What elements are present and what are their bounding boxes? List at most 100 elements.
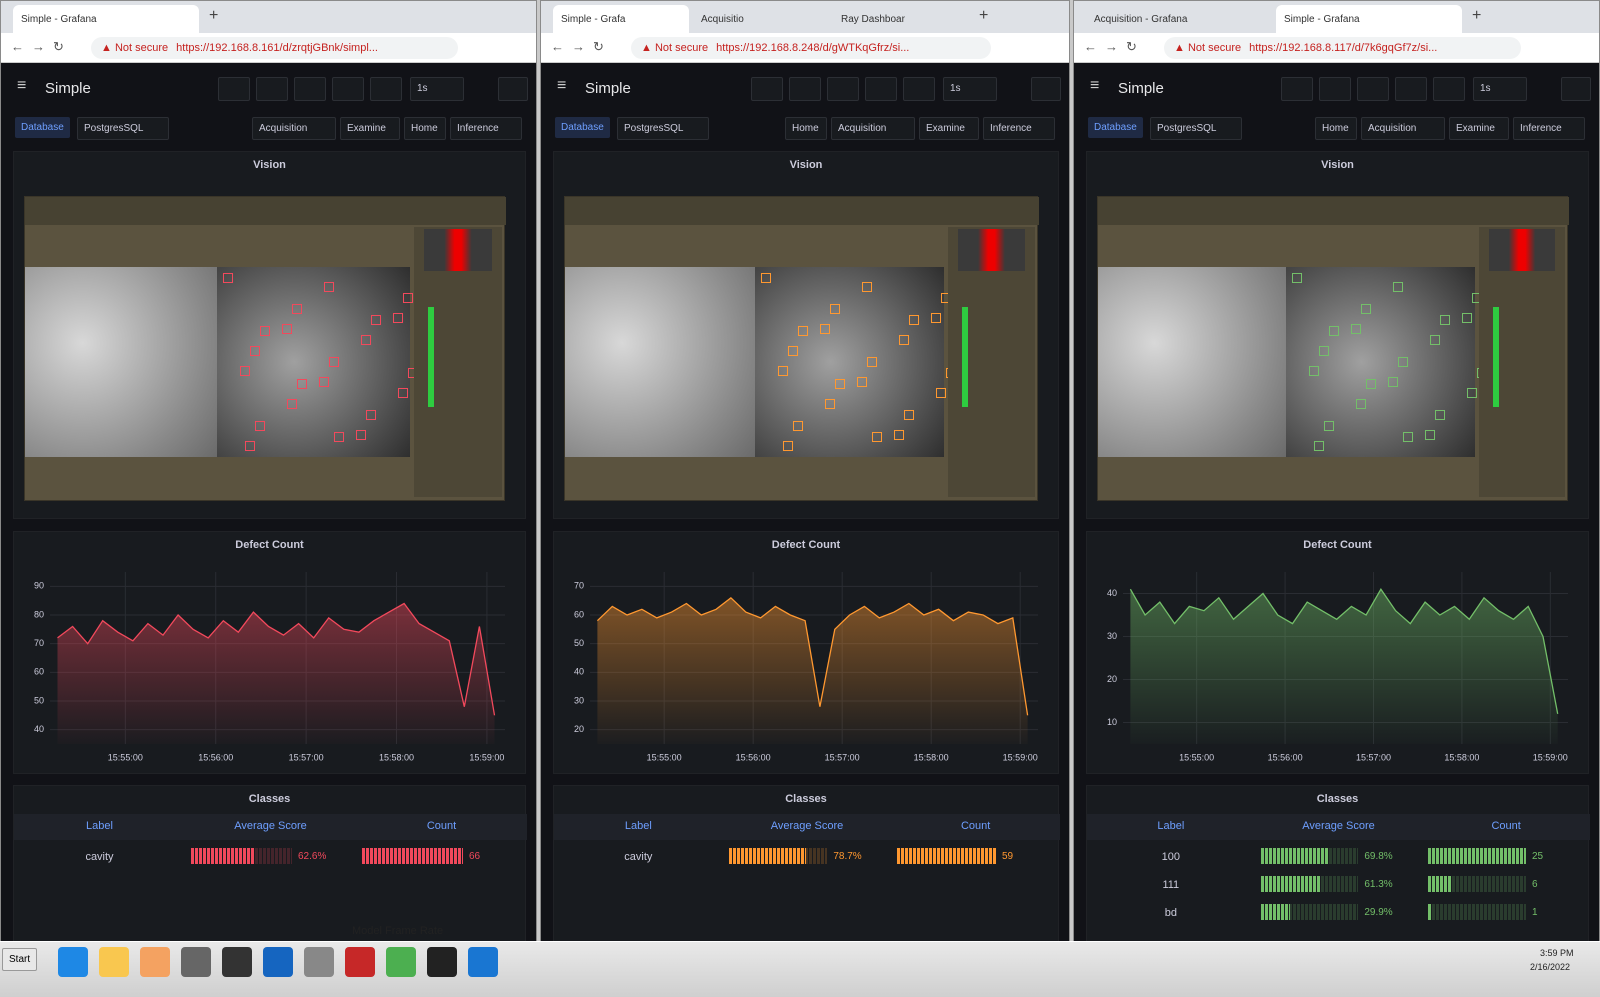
refresh-picker[interactable]: 1s [1473, 77, 1527, 101]
url-field[interactable]: ▲ Not secure https://192.168.8.117/d/7k6g… [1164, 37, 1521, 59]
dashboard-link[interactable]: Home [1315, 117, 1357, 140]
dashboard-link[interactable]: Acquisition [831, 117, 915, 140]
new-tab-button[interactable]: + [979, 7, 989, 24]
view-mode-button[interactable] [1031, 77, 1061, 101]
toolbar-button[interactable] [218, 77, 250, 101]
browser-tab[interactable]: Acquisition - Grafana [1094, 14, 1188, 25]
toolbar-button[interactable] [789, 77, 821, 101]
table-header-row [554, 814, 1060, 840]
dashboard-link[interactable]: Examine [919, 117, 979, 140]
toolbar-button[interactable] [1357, 77, 1389, 101]
toolbar-button[interactable] [865, 77, 897, 101]
nav-buttons[interactable]: ←→↻ [1084, 39, 1145, 54]
taskbar-icon[interactable] [99, 947, 129, 977]
dashboard-link[interactable]: Inference [450, 117, 522, 140]
count-value: 25 [1532, 851, 1544, 862]
browser-tab[interactable]: Ray Dashboar [841, 14, 905, 25]
toolbar-button[interactable] [294, 77, 326, 101]
dashboard-link[interactable]: Acquisition [1361, 117, 1445, 140]
refresh-picker[interactable]: 1s [943, 77, 997, 101]
new-tab-button[interactable]: + [1472, 7, 1482, 24]
menu-icon[interactable]: ≡ [557, 77, 567, 94]
url-field[interactable]: ▲ Not secure https://192.168.8.161/d/zrqt… [91, 37, 458, 59]
count-gauge-bar [897, 848, 996, 864]
detection-box [1435, 410, 1446, 420]
detection-box [760, 273, 771, 283]
detection-box [861, 282, 872, 292]
dashboard-link[interactable]: Inference [983, 117, 1055, 140]
variable-select[interactable]: PostgresSQL [617, 117, 709, 140]
column-header[interactable]: Label [624, 820, 652, 832]
detection-box [1356, 399, 1367, 409]
taskbar-icon[interactable] [58, 947, 88, 977]
taskbar-icon[interactable] [181, 947, 211, 977]
browser-tab[interactable]: Simple - Grafana [13, 5, 199, 33]
toolbar-button[interactable] [256, 77, 288, 101]
browser-tab[interactable]: Acquisitio [701, 14, 744, 25]
y-tick-label: 30 [574, 695, 584, 705]
chart: 20 30 40 50 60 70 15:55:00 15:56:00 15:57:00 15:5… [574, 572, 1038, 762]
toolbar-button[interactable] [751, 77, 783, 101]
dashboard-link[interactable]: Examine [1449, 117, 1509, 140]
toolbar-button[interactable] [827, 77, 859, 101]
taskbar: Start 3:59 PM 2/16/2022 [0, 941, 1600, 997]
detection-box [245, 441, 256, 451]
column-header[interactable]: Count [960, 820, 991, 832]
column-header[interactable]: Average Score [234, 820, 307, 832]
column-header[interactable]: Average Score [770, 820, 844, 832]
vision-panel: Vision [1086, 151, 1589, 519]
toolbar-button[interactable] [1281, 77, 1313, 101]
new-tab-button[interactable]: + [209, 7, 219, 24]
taskbar-icon[interactable] [304, 947, 334, 977]
dashboard-link[interactable]: Acquisition [252, 117, 336, 140]
browser-tab[interactable]: Simple - Grafa [553, 5, 689, 33]
refresh-picker[interactable]: 1s [410, 77, 464, 101]
table-header-row [1087, 814, 1590, 840]
column-header[interactable]: Average Score [1302, 820, 1375, 832]
detection-box [787, 346, 798, 356]
toolbar-button[interactable] [1395, 77, 1427, 101]
menu-icon[interactable]: ≡ [17, 77, 27, 94]
column-header[interactable]: Count [426, 820, 457, 832]
view-mode-button[interactable] [1561, 77, 1591, 101]
nav-buttons[interactable]: ←→↻ [11, 39, 72, 54]
taskbar-icon[interactable] [427, 947, 457, 977]
dashboard-link[interactable]: Inference [1513, 117, 1585, 140]
column-header[interactable]: Label [1157, 820, 1185, 832]
toolbar-button[interactable] [1319, 77, 1351, 101]
address-bar: ←→↻ ▲ Not secure https://192.168.8.117/d/7… [1074, 33, 1599, 63]
taskbar-icon[interactable] [222, 947, 252, 977]
taskbar-icon[interactable] [468, 947, 498, 977]
column-header[interactable]: Label [86, 820, 113, 832]
taskbar-icon[interactable] [263, 947, 293, 977]
variable-select[interactable]: PostgresSQL [1150, 117, 1242, 140]
detection-image [1286, 267, 1488, 457]
x-tick-label: 15:55:00 [647, 752, 682, 762]
detection-box [1403, 432, 1414, 442]
score-value: 78.7% [833, 851, 862, 862]
panel-title: Vision [789, 159, 823, 171]
dashboard-link[interactable]: Examine [340, 117, 400, 140]
detection-box [1393, 282, 1404, 292]
y-tick-label: 60 [574, 609, 584, 619]
column-header[interactable]: Count [1491, 820, 1521, 832]
nav-buttons[interactable]: ←→↻ [551, 39, 612, 54]
toolbar-button[interactable] [332, 77, 364, 101]
taskbar-icon[interactable] [386, 947, 416, 977]
toolbar-button[interactable] [1433, 77, 1465, 101]
start-button[interactable]: Start [2, 948, 38, 971]
dashboard-link[interactable]: Home [785, 117, 827, 140]
score-value: 69.8% [1364, 851, 1393, 862]
taskbar-icon[interactable] [345, 947, 375, 977]
dashboard-link[interactable]: Home [404, 117, 446, 140]
taskbar-icon[interactable] [140, 947, 170, 977]
menu-icon[interactable]: ≡ [1090, 77, 1100, 94]
view-mode-button[interactable] [498, 77, 528, 101]
toolbar-button[interactable] [903, 77, 935, 101]
toolbar-button[interactable] [370, 77, 402, 101]
url-field[interactable]: ▲ Not secure https://192.168.8.248/d/gWTK… [631, 37, 991, 59]
browser-tab[interactable]: Simple - Grafana [1276, 5, 1462, 33]
detection-box [403, 293, 414, 303]
variable-select[interactable]: PostgresSQL [77, 117, 169, 140]
